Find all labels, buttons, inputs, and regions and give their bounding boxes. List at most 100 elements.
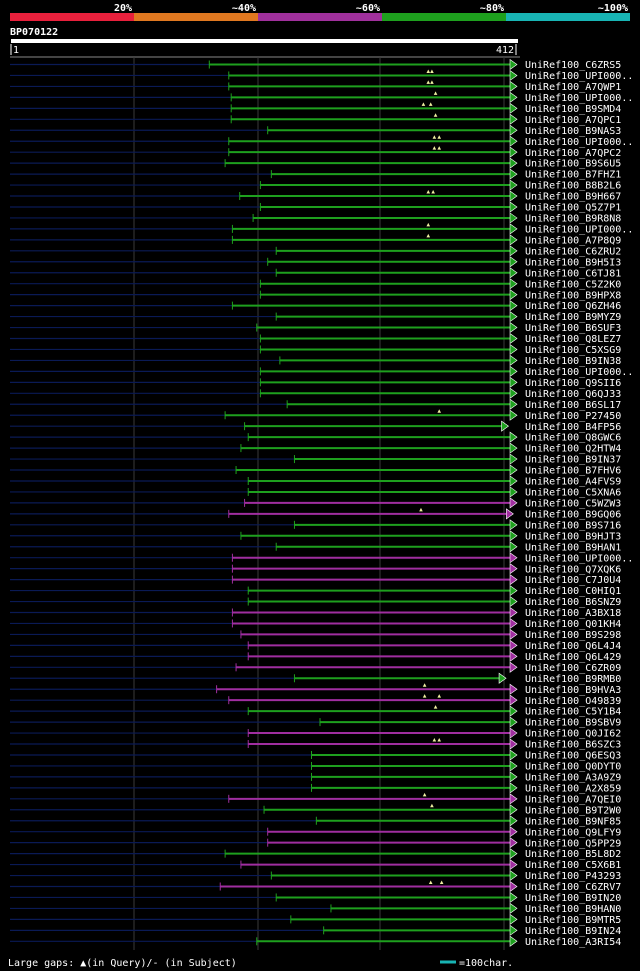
hit-label[interactable]: UniRef100_B9HAN1 — [525, 542, 621, 553]
hit-end-arrow — [509, 530, 518, 542]
hit-row: UniRef100_C6TJ81 — [10, 267, 621, 279]
hit-end-arrow — [509, 858, 518, 871]
hit-label[interactable]: UniRef100_B9RMB0 — [525, 674, 621, 685]
hit-label[interactable]: UniRef100_A7QWP1 — [525, 82, 621, 93]
hit-label[interactable]: UniRef100_B6SZC3 — [525, 740, 621, 751]
hit-label[interactable]: UniRef100_B9SMD4 — [525, 104, 621, 115]
hit-label[interactable]: UniRef100_Q6ZH46 — [525, 301, 621, 312]
hit-label[interactable]: UniRef100_UPI000.. — [525, 225, 633, 236]
hit-label[interactable]: UniRef100_C6ZRS5 — [525, 60, 621, 71]
hit-label[interactable]: UniRef100_B7FHZ1 — [525, 170, 621, 181]
hit-label[interactable]: UniRef100_A3A9Z9 — [525, 773, 621, 784]
hit-label[interactable]: UniRef100_Q0DYT0 — [525, 762, 621, 773]
hit-label[interactable]: UniRef100_A2X859 — [525, 783, 621, 794]
hit-label[interactable]: UniRef100_B9IN24 — [525, 926, 621, 937]
hit-label[interactable]: UniRef100_B9MTR5 — [525, 915, 621, 926]
hit-label[interactable]: UniRef100_UPI000.. — [525, 367, 633, 378]
hit-row: UniRef100_A7P8Q9 — [10, 233, 621, 246]
hit-end-arrow — [509, 716, 518, 728]
hit-label[interactable]: UniRef100_C5WZW3 — [525, 499, 621, 510]
hit-label[interactable]: UniRef100_Q5Z7P1 — [525, 203, 621, 214]
hit-label[interactable]: UniRef100_C6ZRU2 — [525, 246, 621, 257]
hit-label[interactable]: UniRef100_Q0JI62 — [525, 729, 621, 740]
hit-label[interactable]: UniRef100_B9IN38 — [525, 356, 621, 367]
hit-label[interactable]: UniRef100_B9R8N8 — [525, 214, 621, 225]
query-gap-marker — [426, 222, 431, 227]
hit-label[interactable]: UniRef100_B9NF85 — [525, 816, 621, 827]
hit-label[interactable]: UniRef100_C5XNA6 — [525, 488, 621, 499]
hit-label[interactable]: UniRef100_B9S6U5 — [525, 159, 621, 170]
hit-label[interactable]: UniRef100_B9IN37 — [525, 455, 621, 466]
hit-end-arrow — [509, 486, 518, 498]
hit-label[interactable]: UniRef100_A7QPC2 — [525, 148, 621, 159]
hit-label[interactable]: UniRef100_Q8LEZ7 — [525, 334, 621, 345]
hit-label[interactable]: UniRef100_B9IN20 — [525, 893, 621, 904]
legend-label: ~60% — [356, 3, 380, 14]
hit-label[interactable]: UniRef100_O49839 — [525, 696, 621, 707]
hit-label[interactable]: UniRef100_P27450 — [525, 411, 621, 422]
hit-label[interactable]: UniRef100_Q6L429 — [525, 652, 621, 663]
query-gap-marker — [428, 880, 433, 884]
hit-label[interactable]: UniRef100_Q6QJ33 — [525, 389, 621, 400]
hit-end-arrow — [509, 310, 518, 323]
hit-row: UniRef100_B9IN38 — [10, 354, 621, 367]
hit-label[interactable]: UniRef100_Q9LFY9 — [525, 827, 621, 838]
hit-label[interactable]: UniRef100_UPI000.. — [525, 93, 633, 104]
hit-label[interactable]: UniRef100_B9HJT3 — [525, 531, 621, 542]
hit-label[interactable]: UniRef100_UPI000.. — [525, 553, 633, 564]
hit-label[interactable]: UniRef100_C5X6B1 — [525, 860, 621, 871]
hit-label[interactable]: UniRef100_B6SL17 — [525, 400, 621, 411]
hit-label[interactable]: UniRef100_P43293 — [525, 871, 621, 882]
legend-label: ~80% — [480, 3, 504, 14]
hit-label[interactable]: UniRef100_C6ZR09 — [525, 663, 621, 674]
hit-label[interactable]: UniRef100_C5Z2K0 — [525, 279, 621, 290]
hit-label[interactable]: UniRef100_A7QEI0 — [525, 794, 621, 805]
hit-end-arrow — [509, 705, 518, 717]
hit-label[interactable]: UniRef100_Q8GWC6 — [525, 433, 621, 444]
hit-row: UniRef100_Q9LFY9 — [10, 826, 621, 838]
hit-label[interactable]: UniRef100_B9S298 — [525, 630, 621, 641]
hit-label[interactable]: UniRef100_B6SNZ9 — [525, 597, 621, 608]
hit-end-arrow — [509, 902, 518, 915]
hit-label[interactable]: UniRef100_Q9SII6 — [525, 378, 621, 389]
hit-label[interactable]: UniRef100_B9S716 — [525, 520, 621, 531]
hit-label[interactable]: UniRef100_Q2HTW4 — [525, 444, 621, 455]
hit-label[interactable]: UniRef100_C6TJ81 — [525, 268, 621, 279]
hit-label[interactable]: UniRef100_A3BX18 — [525, 608, 621, 619]
hit-label[interactable]: UniRef100_C5Y1B4 — [525, 707, 621, 718]
hit-label[interactable]: UniRef100_C0HIQ1 — [525, 586, 621, 597]
hit-label[interactable]: UniRef100_B9H667 — [525, 192, 621, 203]
hit-label[interactable]: UniRef100_Q7XQK6 — [525, 564, 621, 575]
hit-label[interactable]: UniRef100_B4FP56 — [525, 422, 621, 433]
hit-label[interactable]: UniRef100_B9NAS3 — [525, 126, 621, 137]
hit-label[interactable]: UniRef100_C7J0U4 — [525, 575, 621, 586]
hit-end-arrow — [509, 628, 518, 641]
hit-label[interactable]: UniRef100_B9HVA3 — [525, 685, 621, 696]
hit-label[interactable]: UniRef100_Q5PP29 — [525, 838, 621, 849]
hit-label[interactable]: UniRef100_A7QPC1 — [525, 115, 621, 126]
hit-label[interactable]: UniRef100_Q01KH4 — [525, 619, 621, 630]
hit-label[interactable]: UniRef100_Q6ESQ3 — [525, 751, 621, 762]
hit-label[interactable]: UniRef100_A4FVS9 — [525, 477, 621, 488]
hit-label[interactable]: UniRef100_B7FHV6 — [525, 466, 621, 477]
hit-label[interactable]: UniRef100_C5XSG9 — [525, 345, 621, 356]
hit-label[interactable]: UniRef100_A7P8Q9 — [525, 235, 621, 246]
hit-label[interactable]: UniRef100_B5L8D2 — [525, 849, 621, 860]
query-ruler: 1 412 — [10, 39, 518, 56]
hit-label[interactable]: UniRef100_B8B2L6 — [525, 181, 621, 192]
hit-label[interactable]: UniRef100_B9SBV9 — [525, 718, 621, 729]
hit-label[interactable]: UniRef100_UPI000.. — [525, 137, 633, 148]
hit-label[interactable]: UniRef100_C6ZRV7 — [525, 882, 621, 893]
hit-label[interactable]: UniRef100_B9H5I3 — [525, 257, 621, 268]
hit-label[interactable]: UniRef100_B9HPX8 — [525, 290, 621, 301]
hit-label[interactable]: UniRef100_B9HAN0 — [525, 904, 621, 915]
hit-end-arrow — [509, 212, 518, 224]
hit-label[interactable]: UniRef100_Q6L4J4 — [525, 641, 621, 652]
hit-label[interactable]: UniRef100_UPI000.. — [525, 71, 633, 82]
hit-label[interactable]: UniRef100_B9GQ06 — [525, 509, 621, 520]
hit-end-arrow — [509, 826, 518, 838]
hit-label[interactable]: UniRef100_A3RI54 — [525, 937, 621, 948]
hit-label[interactable]: UniRef100_B9T2W0 — [525, 805, 621, 816]
hit-label[interactable]: UniRef100_B6SUF3 — [525, 323, 621, 334]
hit-label[interactable]: UniRef100_B9MYZ9 — [525, 312, 621, 323]
